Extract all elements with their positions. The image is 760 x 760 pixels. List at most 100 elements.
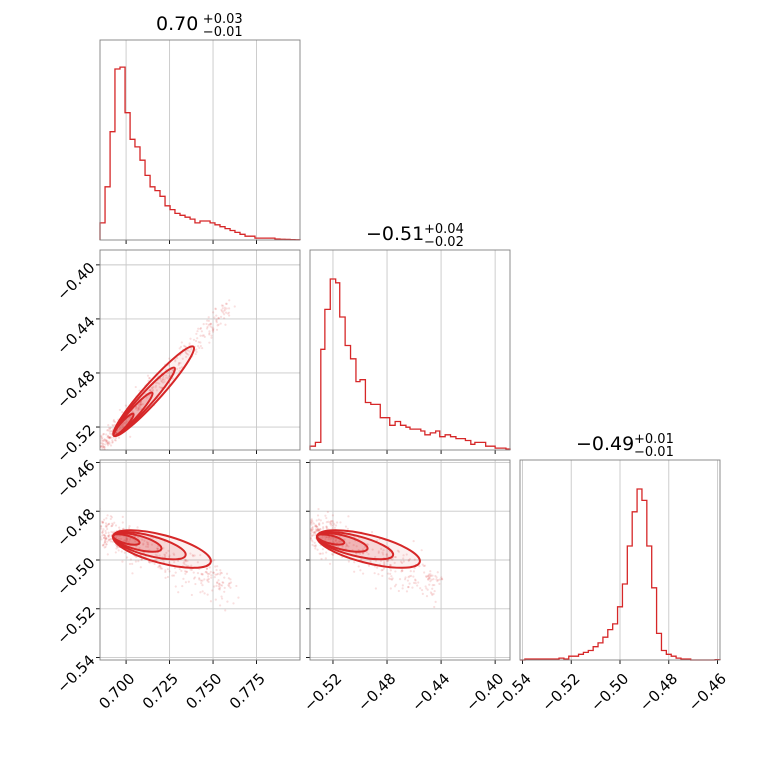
sample-point [329,538,332,541]
sample-point [310,534,313,537]
sample-point [402,560,405,563]
sample-point [327,520,330,523]
sample-point [209,570,212,573]
sample-point [317,523,321,526]
sample-point [111,441,114,444]
sample-point [381,568,384,572]
sample-point [237,596,240,599]
sample-point [353,561,356,564]
sample-point [212,571,215,574]
param-title-1: −0.51 [366,223,424,245]
sample-point [205,570,208,573]
sample-point [216,324,219,327]
sample-point [116,545,119,548]
sample-point [220,571,223,575]
sample-point [175,356,179,360]
sample-point [229,581,233,584]
sample-point [208,341,211,344]
sample-point [434,574,437,578]
sample-point [205,567,208,570]
sample-point [122,423,125,427]
sample-point [407,585,410,589]
sample-point [326,510,329,514]
sample-point [106,435,110,438]
sample-point [138,402,142,405]
sample-point [183,563,186,566]
sample-point [184,350,187,353]
sample-point [331,527,334,530]
sample-point [316,514,320,517]
sample-point [220,597,224,600]
sample-point [315,525,318,528]
sample-point [158,554,161,557]
sample-point [189,568,192,571]
sample-point [148,561,151,564]
sample-point [107,522,110,526]
sample-point [142,543,145,546]
sample-point [314,544,317,547]
sample-point [407,559,410,562]
sample-point [103,541,106,544]
sample-point [102,443,105,446]
sample-point [207,577,210,581]
panel-frame [309,249,511,451]
sample-point [322,526,325,529]
sample-point [107,531,110,534]
sample-point [134,560,137,563]
sample-point [191,554,194,557]
sample-point [316,528,319,531]
sample-point [137,403,140,406]
sample-point [136,526,139,529]
sample-point [220,595,223,598]
sample-point [353,570,356,573]
sample-point [106,451,108,453]
param-title-minus-0: −0.01 [203,25,243,40]
sample-point [224,323,227,326]
sample-point [175,367,179,371]
y-tick-label: −0.52 [53,421,98,466]
sample-point [409,574,413,577]
sample-point [139,403,142,406]
sample-point [325,525,328,528]
sample-point [215,573,218,576]
sample-point [327,536,331,539]
sample-point [167,549,170,552]
sample-point [201,346,204,350]
sample-point [184,558,187,561]
sample-point [137,408,140,411]
sample-point [188,350,191,353]
sample-point [123,551,126,554]
panel-frame [309,459,511,661]
sample-point [101,447,104,450]
sample-point [425,575,428,578]
sample-point [109,540,112,543]
sample-point [210,576,213,579]
sample-point [208,330,211,333]
sample-point [421,563,424,566]
sample-point [317,528,320,532]
sample-point [317,518,320,521]
sample-point [171,377,175,380]
sample-point [154,384,158,387]
sample-point [118,526,121,529]
sample-point [128,525,131,528]
sample-point [179,345,183,348]
sample-point [201,590,204,593]
contour-level-3 [112,533,141,546]
sample-point [158,564,161,568]
sample-point [380,569,383,572]
sample-point [106,444,110,447]
sample-point [199,591,202,594]
sample-point [400,569,404,572]
sample-point [173,561,176,564]
sample-point [106,523,109,526]
panel-frame [519,459,721,661]
sample-point [207,580,210,584]
sample-point [311,528,315,531]
sample-point [393,555,396,559]
sample-point [108,441,111,444]
sample-point [416,584,419,587]
sample-point [211,329,214,332]
sample-point [310,528,312,531]
sample-point [434,600,437,604]
